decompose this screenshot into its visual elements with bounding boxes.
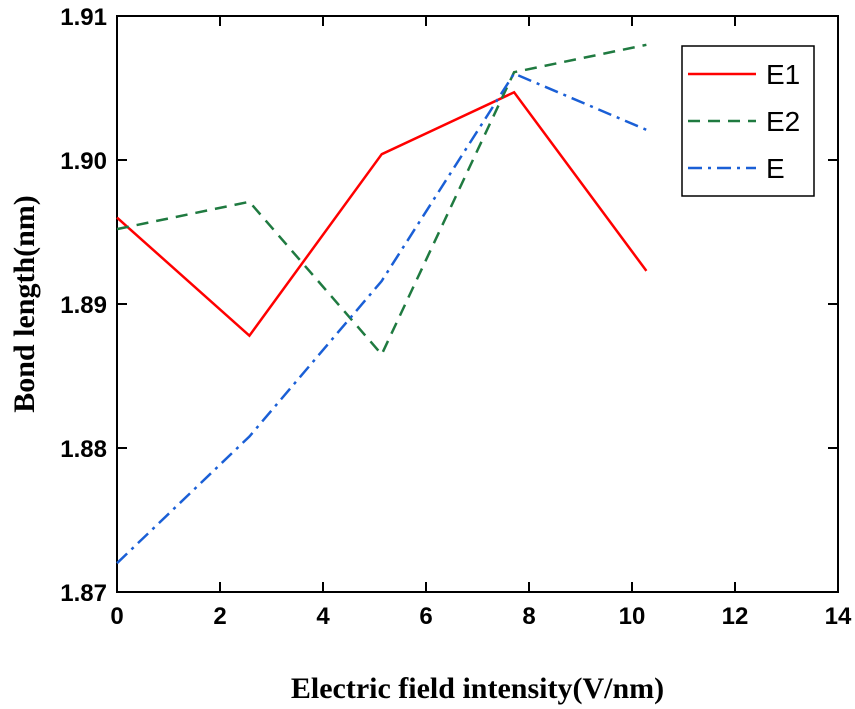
legend-label-e1: E1 [766,59,800,90]
axis-ticks: 0 2 4 6 8 10 12 14 1.87 1.88 1.89 1.90 1.91 [60,4,852,630]
series-lines [116,43,648,565]
series-line-e1 [116,90,648,338]
x-tick-label: 8 [522,603,535,630]
legend-label-e2: E2 [766,106,800,137]
x-tick-label: 12 [722,603,749,630]
series-line-e [116,72,647,565]
x-tick-label: 10 [619,603,646,630]
y-tick-label: 1.88 [60,436,107,463]
x-tick-label: 6 [419,603,432,630]
x-tick-label: 2 [213,603,226,630]
legend-label-e: E [766,153,785,184]
y-tick-label: 1.87 [60,580,107,607]
y-tick-label: 1.89 [60,292,107,319]
series-line-e2 [116,43,647,357]
x-axis-label: Electric field intensity(V/nm) [291,672,664,705]
y-tick-label: 1.91 [60,4,107,31]
x-tick-label: 4 [316,603,330,630]
y-axis-label: Bond length(nm) [8,195,41,413]
legend: E1 E2 E [681,45,815,197]
x-tick-label: 14 [825,603,852,630]
x-tick-label: 0 [110,603,123,630]
y-tick-label: 1.90 [60,148,107,175]
